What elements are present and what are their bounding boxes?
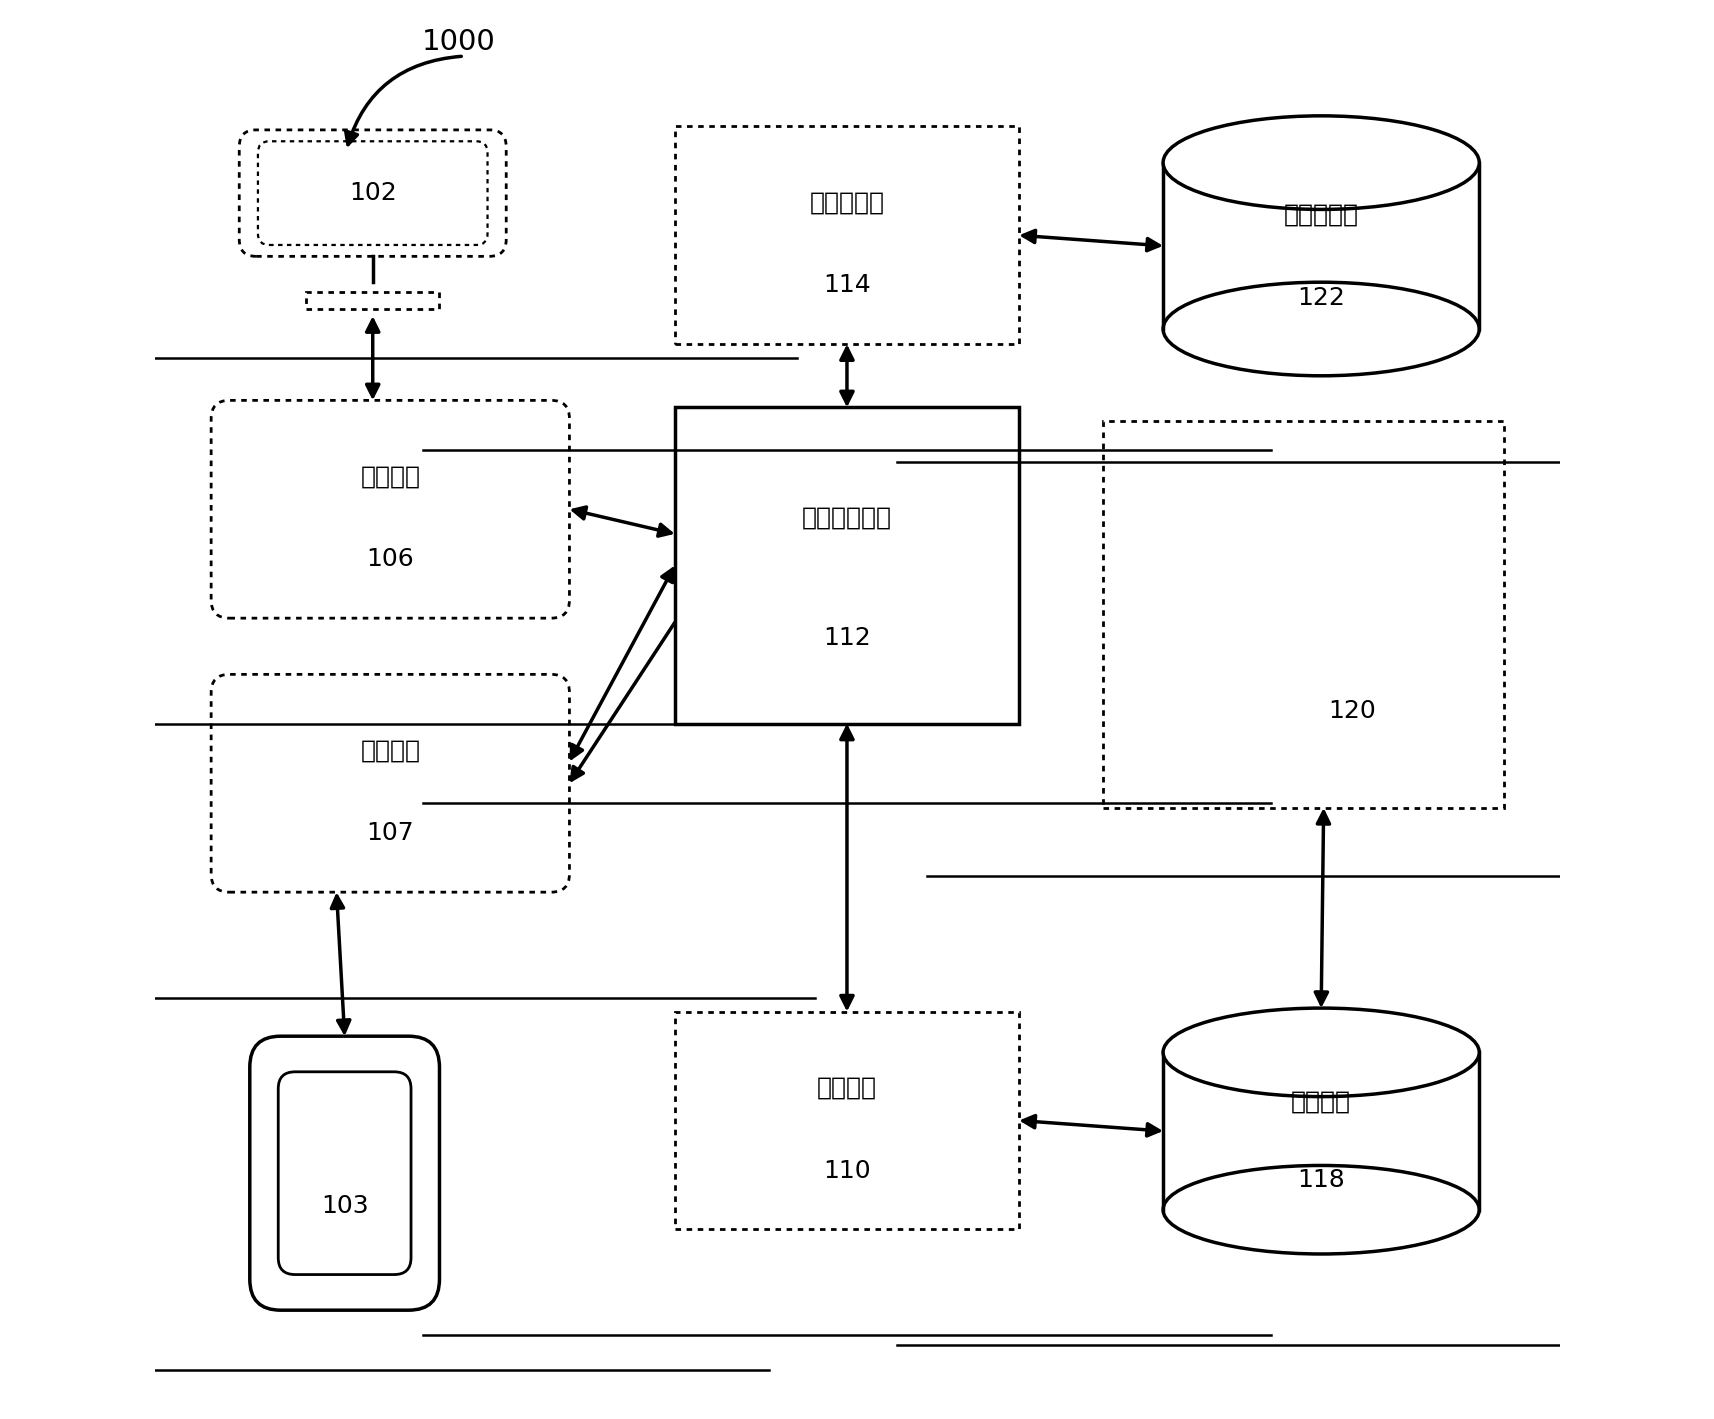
FancyBboxPatch shape (257, 142, 487, 245)
Text: 103: 103 (321, 1193, 369, 1218)
Ellipse shape (1162, 116, 1479, 210)
Text: 114: 114 (823, 274, 871, 298)
Text: 认证系统: 认证系统 (816, 1076, 876, 1100)
Text: 认证数据: 认证数据 (1291, 1090, 1351, 1114)
Text: 118: 118 (1296, 1168, 1344, 1192)
FancyBboxPatch shape (240, 131, 506, 257)
Text: 106: 106 (367, 548, 415, 572)
Text: 102: 102 (348, 182, 396, 206)
Polygon shape (1162, 70, 1479, 163)
FancyBboxPatch shape (1123, 451, 1474, 788)
FancyBboxPatch shape (211, 674, 569, 893)
FancyBboxPatch shape (1142, 481, 1443, 769)
Polygon shape (1162, 163, 1479, 329)
FancyBboxPatch shape (211, 400, 569, 619)
Ellipse shape (1162, 282, 1479, 376)
Text: 账户数据库: 账户数据库 (1284, 203, 1357, 227)
Text: 发行方系统: 发行方系统 (809, 190, 884, 214)
FancyBboxPatch shape (305, 292, 439, 309)
Text: 1000: 1000 (422, 28, 495, 57)
Text: 122: 122 (1296, 285, 1344, 309)
Text: 112: 112 (823, 626, 871, 650)
FancyBboxPatch shape (674, 1012, 1018, 1229)
FancyBboxPatch shape (674, 126, 1018, 345)
FancyBboxPatch shape (278, 1071, 411, 1274)
Polygon shape (1162, 1053, 1479, 1210)
Text: 交易处理系统: 交易处理系统 (802, 507, 891, 531)
FancyBboxPatch shape (250, 1036, 439, 1310)
Text: 120: 120 (1327, 700, 1375, 724)
Ellipse shape (1162, 1165, 1479, 1254)
FancyBboxPatch shape (674, 407, 1018, 724)
Text: 110: 110 (823, 1158, 871, 1182)
Ellipse shape (1162, 1007, 1479, 1097)
Text: 商家系统: 商家系统 (360, 739, 420, 762)
FancyBboxPatch shape (1102, 421, 1503, 807)
Text: 商家系统: 商家系统 (360, 464, 420, 488)
Polygon shape (1162, 964, 1479, 1053)
Text: 107: 107 (367, 822, 413, 846)
